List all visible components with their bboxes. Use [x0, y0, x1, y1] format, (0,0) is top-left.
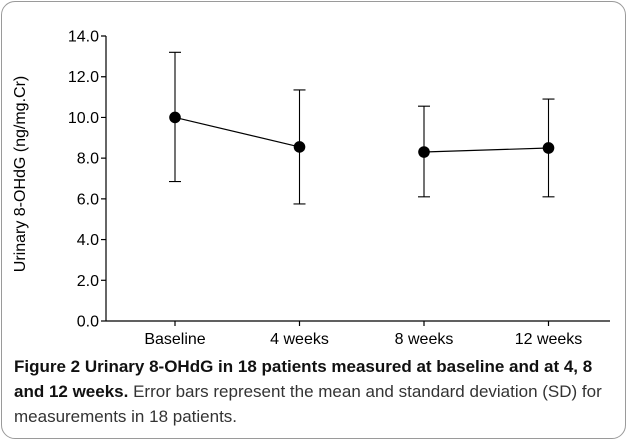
series-line — [174, 116, 300, 148]
y-tick-label: 6.0 — [77, 191, 99, 208]
chart: 0.0 2.0 4.0 6.0 8.0 10.0 12.0 14.0 Baseline 4 we… — [12, 29, 610, 348]
x-tick-label: Baseline — [144, 331, 205, 348]
x-tick-label: 8 weeks — [395, 331, 454, 348]
y-axis: 0.0 2.0 4.0 6.0 8.0 10.0 12.0 14.0 — [68, 29, 107, 331]
y-tick-label: 14.0 — [68, 29, 99, 46]
y-tick-label: 12.0 — [68, 69, 99, 86]
y-tick-label: 2.0 — [77, 273, 99, 290]
y-tick-label: 4.0 — [77, 232, 99, 249]
y-tick-label: 10.0 — [68, 110, 99, 127]
figure-caption: Figure 2 Urinary 8-OHdG in 18 patients m… — [14, 354, 614, 429]
series-lines — [174, 116, 549, 153]
x-tick-label: 12 weeks — [515, 331, 583, 348]
error-bars — [169, 51, 555, 205]
y-tick-label: 8.0 — [77, 151, 99, 168]
data-point — [418, 146, 430, 158]
y-axis-label: Urinary 8-OHdG (ng/mg.Cr) — [12, 76, 29, 272]
y-tick-label: 0.0 — [77, 314, 99, 331]
data-point — [169, 111, 181, 124]
caption-note: Error bars represent the mean and standa… — [14, 382, 602, 426]
data-point — [293, 141, 306, 153]
series-line — [423, 147, 549, 153]
caption-title: Figure 2 Urinary 8-OHdG in 18 patients m… — [14, 357, 593, 401]
data-point — [542, 142, 555, 154]
x-axis: Baseline 4 weeks 8 weeks 12 weeks — [106, 320, 610, 348]
data-points — [169, 111, 555, 158]
x-tick-label: 4 weeks — [270, 331, 329, 348]
